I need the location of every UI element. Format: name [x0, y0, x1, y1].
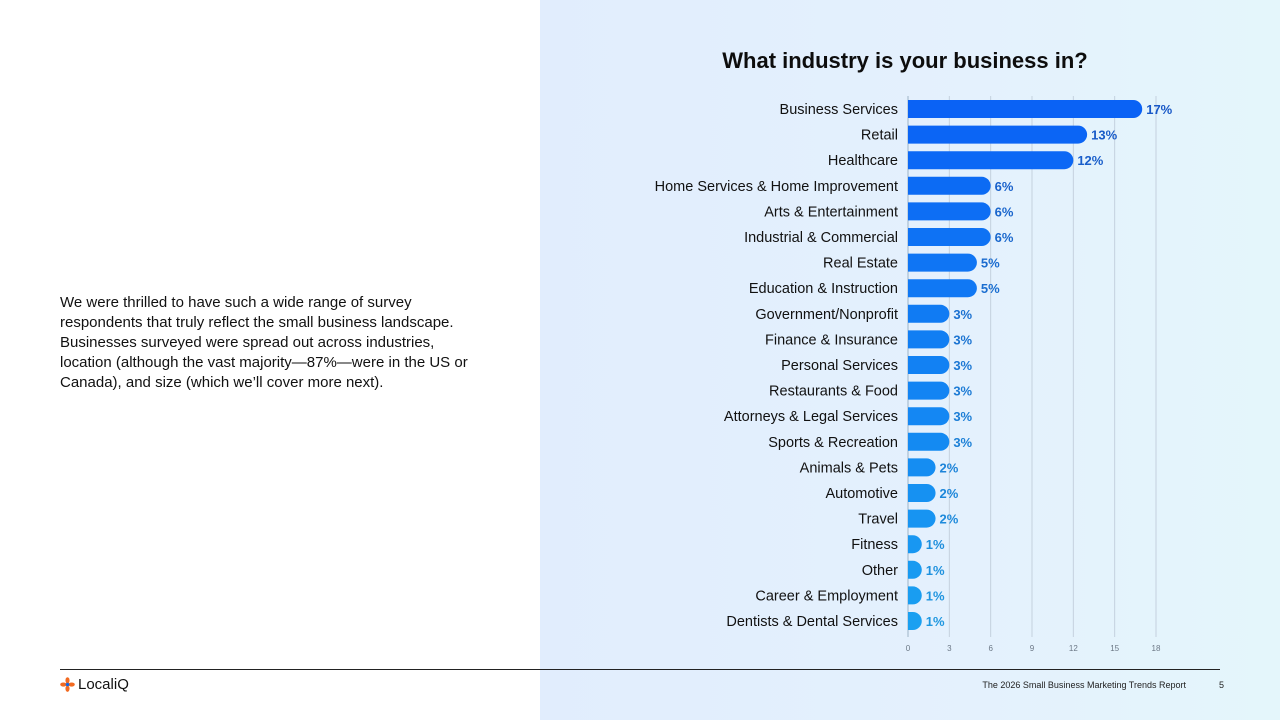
category-label: Business Services: [780, 102, 898, 118]
intro-paragraph: We were thrilled to have such a wide ran…: [60, 294, 468, 391]
value-label: 2%: [940, 460, 959, 475]
value-label: 1%: [926, 537, 945, 552]
category-label: Restaurants & Food: [769, 384, 898, 400]
bar: [908, 381, 950, 400]
value-label: 13%: [1091, 128, 1117, 143]
value-label: 2%: [940, 486, 959, 501]
category-label: Retail: [861, 128, 898, 144]
bar: [908, 458, 936, 477]
value-label: 17%: [1146, 102, 1172, 117]
bar: [908, 176, 991, 195]
category-label: Automotive: [825, 486, 898, 502]
category-label: Home Services & Home Improvement: [655, 179, 898, 195]
category-label: Arts & Entertainment: [764, 204, 898, 220]
value-label: 3%: [953, 307, 972, 322]
value-label: 3%: [953, 384, 972, 399]
page-number: 5: [1218, 680, 1224, 690]
category-label: Dentists & Dental Services: [726, 614, 898, 630]
category-label: Education & Instruction: [749, 281, 898, 297]
value-label: 3%: [953, 435, 972, 450]
category-label: Finance & Insurance: [765, 332, 898, 348]
report-title: The 2026 Small Business Marketing Trends…: [982, 680, 1186, 690]
value-label: 1%: [926, 588, 945, 603]
bar: [908, 253, 977, 272]
bar: [908, 509, 936, 528]
bar: [908, 151, 1074, 170]
chart-title: What industry is your business in?: [722, 48, 1088, 73]
bar: [908, 125, 1088, 144]
bar: [908, 304, 950, 323]
bar: [908, 484, 936, 502]
bar: [908, 202, 991, 221]
x-tick-label: 6: [988, 644, 993, 653]
x-tick-label: 3: [947, 644, 952, 653]
bar: [908, 535, 922, 554]
value-label: 3%: [953, 332, 972, 347]
bar: [908, 356, 950, 374]
category-label: Personal Services: [781, 358, 898, 374]
bar: [908, 279, 977, 298]
value-label: 5%: [981, 256, 1000, 271]
bar: [908, 432, 950, 451]
bar: [908, 586, 922, 605]
category-label: Industrial & Commercial: [744, 230, 898, 246]
x-tick-label: 9: [1030, 644, 1035, 653]
value-label: 12%: [1077, 153, 1103, 168]
value-label: 6%: [995, 230, 1014, 245]
category-label: Career & Employment: [755, 588, 898, 604]
logo-text: LocaliQ: [78, 676, 129, 693]
value-label: 6%: [995, 204, 1014, 219]
category-label: Healthcare: [828, 153, 898, 169]
localiq-logo: LocaliQ: [60, 676, 129, 693]
value-label: 3%: [953, 409, 972, 424]
bar: [908, 560, 922, 579]
x-tick-label: 0: [906, 644, 911, 653]
value-label: 5%: [981, 281, 1000, 296]
bar: [908, 407, 950, 426]
category-label: Animals & Pets: [800, 460, 898, 476]
bar: [908, 330, 950, 349]
category-label: Fitness: [851, 537, 898, 553]
category-label: Other: [862, 563, 898, 579]
bar: [908, 612, 922, 630]
category-label: Attorneys & Legal Services: [724, 409, 898, 425]
value-label: 2%: [940, 512, 959, 527]
category-label: Sports & Recreation: [768, 435, 898, 451]
bar: [908, 228, 991, 246]
category-label: Travel: [858, 512, 898, 528]
category-label: Government/Nonprofit: [755, 307, 898, 323]
x-tick-label: 18: [1152, 644, 1161, 653]
value-label: 1%: [926, 614, 945, 629]
x-tick-label: 15: [1110, 644, 1119, 653]
x-tick-label: 12: [1069, 644, 1078, 653]
value-label: 6%: [995, 179, 1014, 194]
category-label: Real Estate: [823, 256, 898, 272]
bar: [908, 100, 1143, 119]
value-label: 3%: [953, 358, 972, 373]
value-label: 1%: [926, 563, 945, 578]
footer-divider: [60, 669, 1220, 670]
logo-flower-icon: [60, 677, 75, 692]
